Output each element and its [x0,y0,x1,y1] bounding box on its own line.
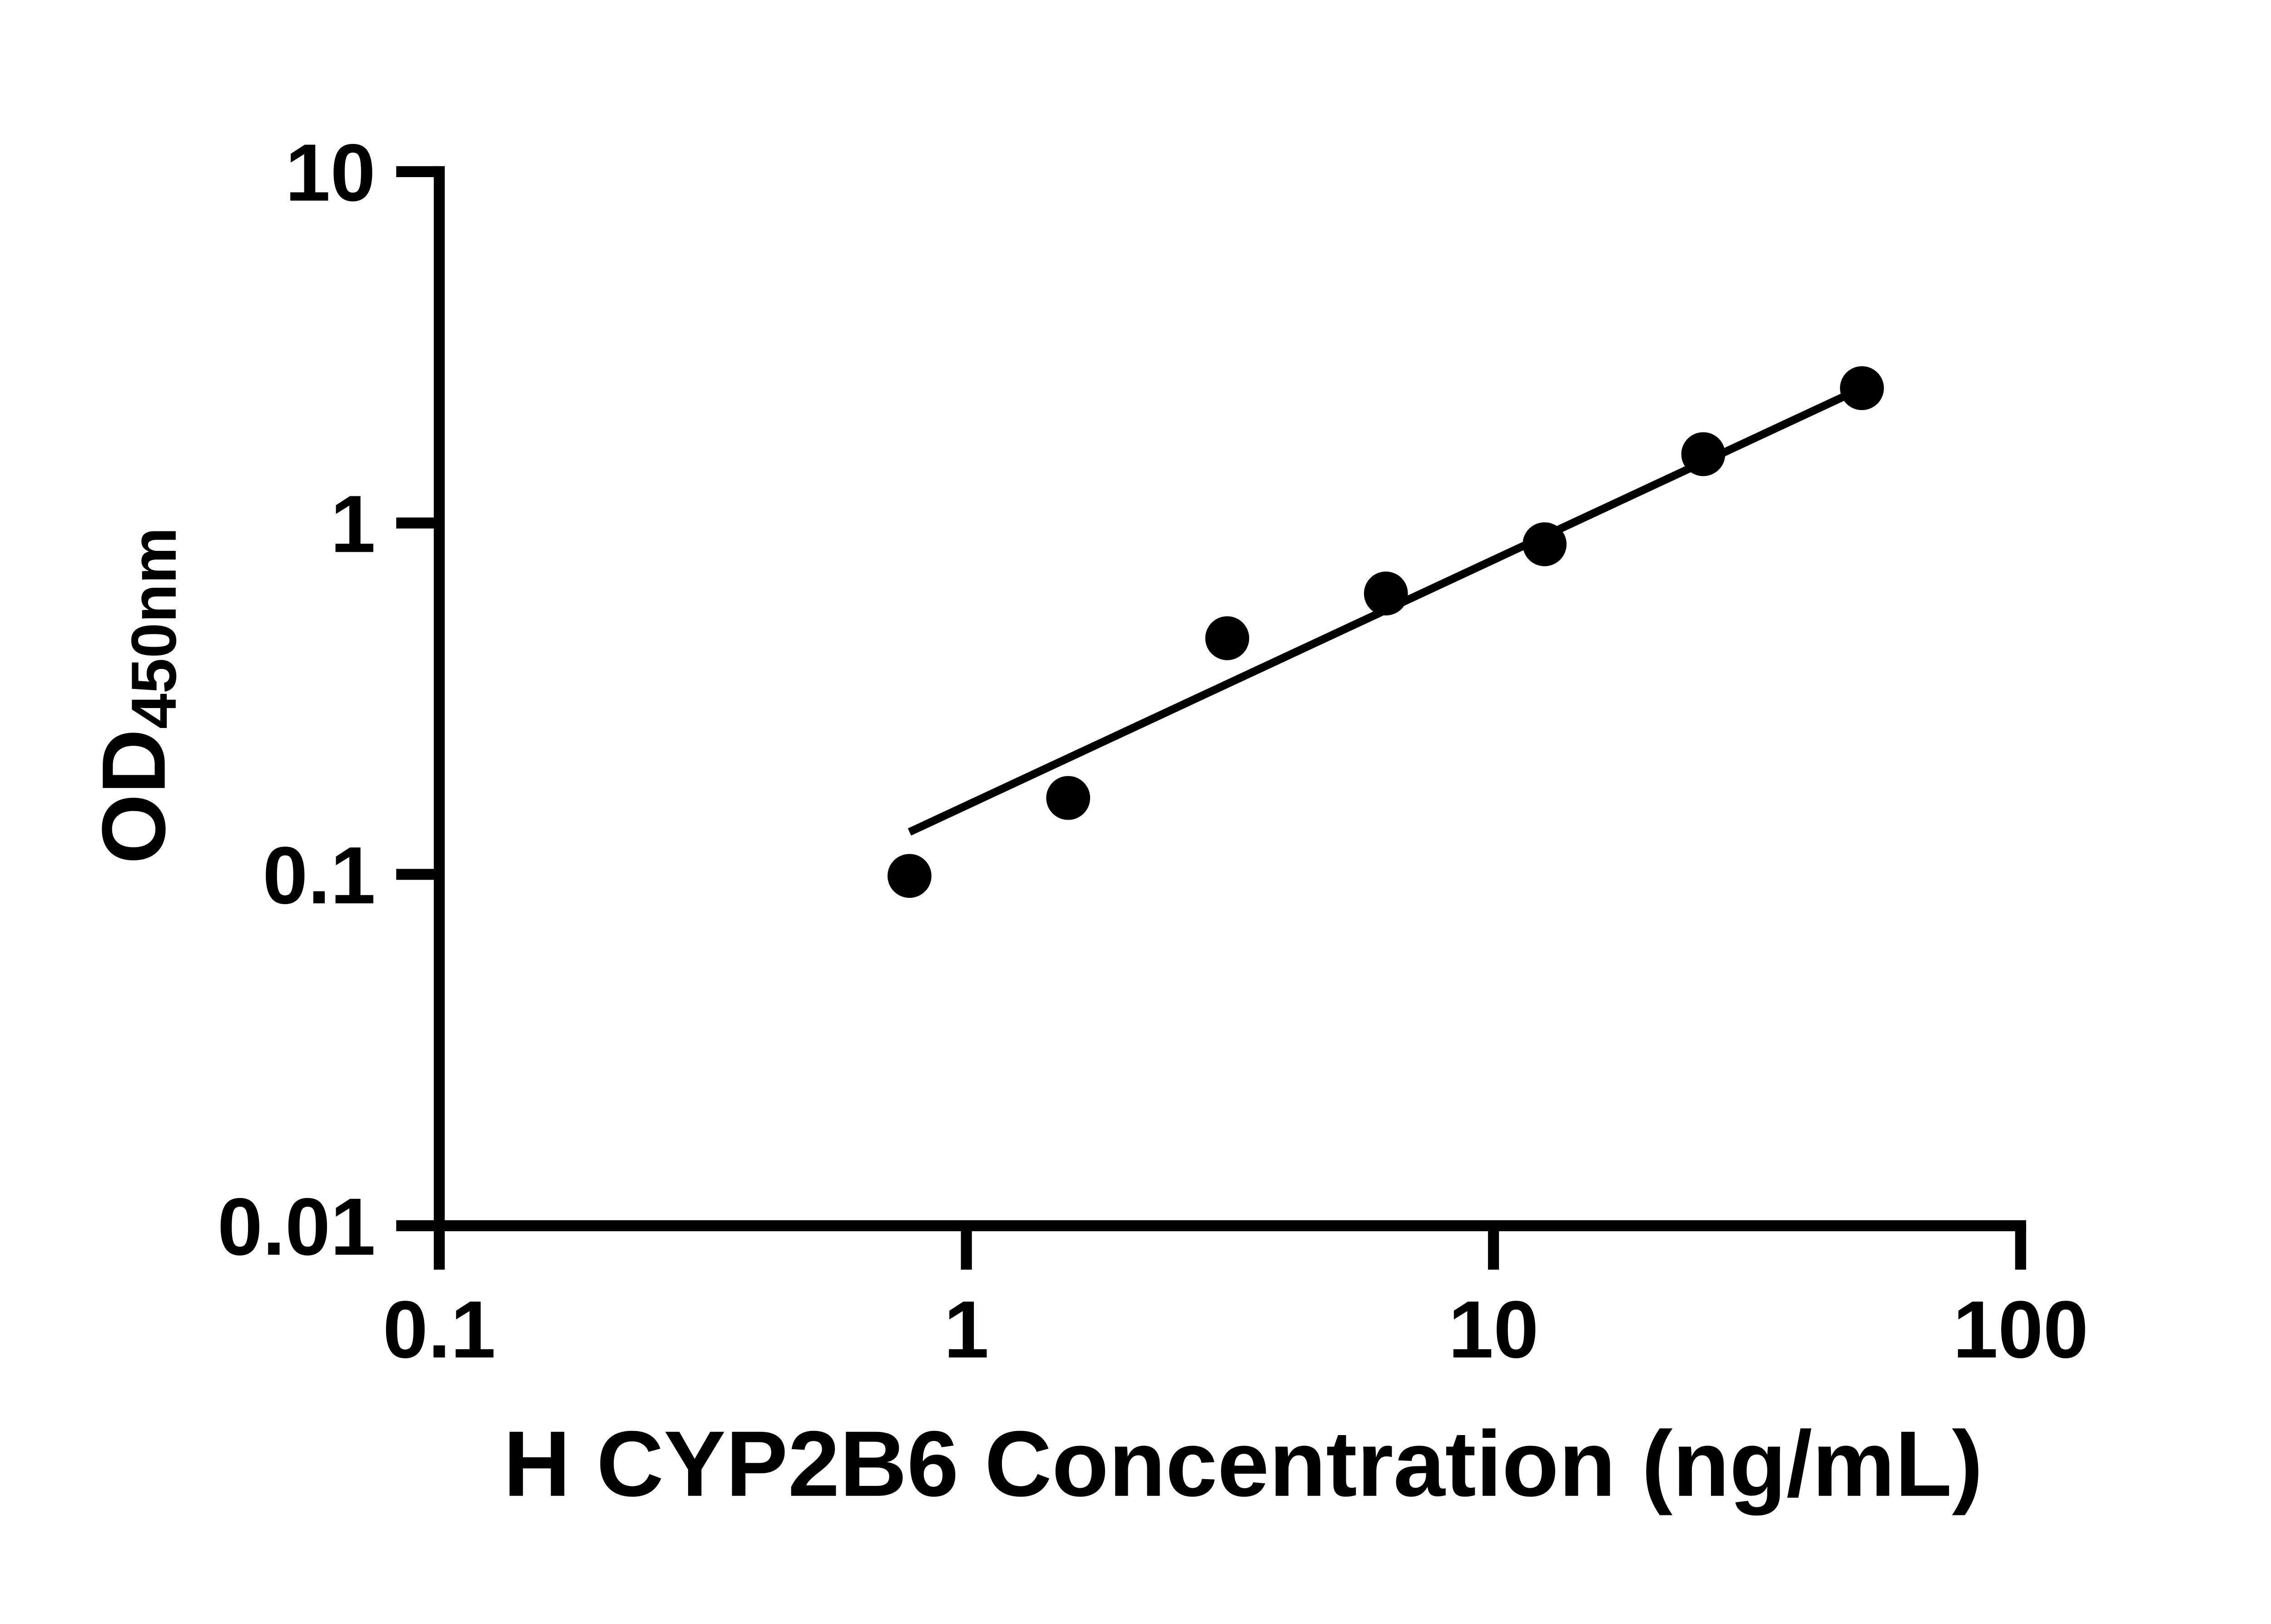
data-point [1205,616,1250,660]
y-tick-label: 1 [330,478,376,569]
ticks-layer [396,166,2026,1270]
y-axis-title-subscript: 450nm [118,527,189,729]
axes-layer [434,166,2026,1232]
y-tick-label: 10 [285,127,376,218]
x-tick-label: 10 [1448,1284,1539,1375]
x-tick-label: 1 [944,1284,989,1375]
y-axis-title: OD450nm [84,527,189,864]
data-point [1681,432,1726,476]
data-point [1522,522,1567,566]
x-tick-label: 0.1 [383,1284,496,1375]
x-tick-label: 100 [1953,1284,2088,1375]
data-layer [888,366,1884,898]
data-point [1046,776,1091,820]
y-axis-title-main: OD [84,729,184,864]
data-point [888,854,932,898]
y-tick-label: 0.1 [263,830,376,921]
data-point [1840,366,1884,411]
y-tick-label: 0.01 [218,1181,376,1272]
data-point [1364,571,1408,616]
x-axis-title: H CYP2B6 Concentration (ng/mL) [503,1412,1983,1516]
